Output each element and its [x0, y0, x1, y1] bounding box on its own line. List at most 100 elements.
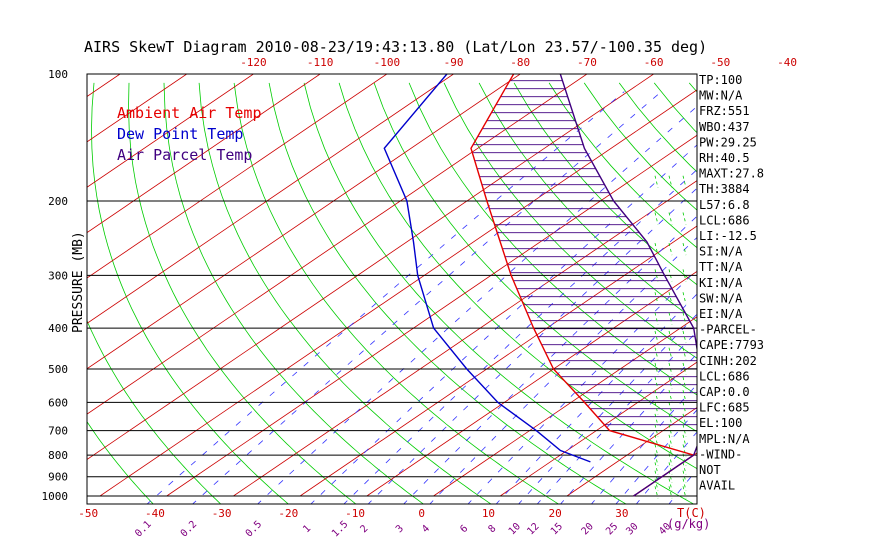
isotherm-line — [566, 407, 697, 497]
stat-item: FRZ:551 — [699, 104, 750, 118]
top-temperature-tick: -70 — [577, 56, 597, 69]
stat-item: NOT — [699, 463, 721, 477]
wind-barb-mark — [668, 292, 673, 305]
wind-barb-mark — [654, 312, 659, 325]
dry-adiabat-line — [443, 82, 697, 359]
wind-barb-mark — [668, 462, 673, 475]
dry-adiabat-line — [128, 82, 357, 504]
top-temperature-tick: -90 — [444, 56, 464, 69]
wind-barb-mark — [654, 292, 659, 305]
dry-adiabat-line — [759, 83, 870, 505]
mixing-ratio-tick: 0.2 — [179, 519, 200, 540]
dry-adiabat-line — [198, 82, 492, 504]
dry-adiabat-line — [163, 82, 425, 504]
mixing-ratio-line — [367, 187, 697, 504]
wind-barb-mark — [682, 312, 687, 325]
top-temperature-tick: -110 — [307, 56, 334, 69]
dry-adiabat-line — [87, 319, 222, 504]
isotherm-line — [87, 74, 388, 279]
mixing-ratio-line — [343, 169, 697, 504]
mixing-ratio-tick: 1 — [301, 523, 313, 535]
mixing-ratio-line — [429, 236, 697, 504]
pressure-tick-label: 300 — [48, 269, 68, 282]
stat-item: MW:N/A — [699, 89, 743, 103]
stat-item: EI:N/A — [699, 307, 743, 321]
dry-adiabat-line — [0, 83, 19, 505]
stat-item: RH:40.5 — [699, 151, 750, 165]
dry-adiabat-line — [653, 82, 697, 134]
y-axis-label: PRESSURE (MB) — [71, 231, 86, 333]
stat-item: EL:100 — [699, 416, 742, 430]
wind-barb-mark — [682, 462, 687, 475]
wind-barb-mark — [668, 243, 673, 256]
top-temperature-tick: -40 — [777, 56, 797, 69]
wind-barb-mark — [668, 453, 673, 466]
bottom-temperature-tick: 10 — [482, 507, 495, 520]
wind-barb-mark — [654, 175, 659, 188]
wind-barb-mark — [668, 478, 673, 491]
isotherm-line — [0, 74, 53, 496]
wind-barb-mark — [668, 312, 673, 325]
dry-adiabat-line — [794, 83, 870, 505]
dry-adiabat-line — [87, 421, 154, 504]
mixing-ratio-unit: (g/kg) — [667, 517, 710, 531]
wind-barb-mark — [682, 292, 687, 305]
bottom-axis-label: T(C) — [677, 506, 706, 520]
wind-barb-mark — [682, 347, 687, 360]
isotherm-line — [299, 225, 697, 497]
top-temperature-axis: -120 -110 -100 -90 -80 -70 -60 -50 -40 — [240, 56, 797, 69]
wind-barb-mark — [654, 434, 659, 447]
mixing-ratio-tick: 25 — [604, 521, 620, 537]
stat-item: CAP:0.0 — [699, 385, 750, 399]
mixing-ratio-tick: 12 — [525, 521, 541, 537]
dry-adiabat-lines — [0, 82, 870, 505]
isotherm-line — [767, 74, 870, 496]
pressure-tick-label: 600 — [48, 396, 68, 409]
wind-barb-mark — [654, 347, 659, 360]
mixing-ratio-tick: 15 — [549, 521, 565, 537]
isotherm-line — [433, 316, 697, 497]
wind-barb-mark — [682, 212, 687, 225]
dry-adiabat-line — [829, 83, 870, 505]
wind-barb-mark — [682, 444, 687, 457]
wind-barb-mark — [682, 453, 687, 466]
stat-item: LCL:686 — [699, 213, 750, 227]
legend-entry: Ambient Air Temp — [117, 104, 262, 122]
wind-barb-mark — [654, 376, 659, 390]
pressure-tick-label: 700 — [48, 425, 68, 438]
wind-barb-mark — [682, 413, 687, 426]
wind-barb-mark — [654, 402, 659, 415]
dry-adiabat-line — [91, 82, 289, 504]
isotherm-line — [87, 74, 454, 324]
wind-barb-mark — [682, 486, 687, 499]
wind-barb-mark — [668, 390, 673, 403]
dry-adiabat-line — [408, 82, 697, 396]
stat-item: SI:N/A — [699, 245, 743, 259]
legend-entry: Air Parcel Temp — [117, 146, 252, 164]
dry-adiabat-line — [373, 82, 697, 433]
mixing-ratio-tick: 20 — [580, 521, 596, 537]
mixing-ratio-tick: 2 — [358, 523, 370, 535]
wind-barb-mark — [668, 444, 673, 457]
dry-adiabat-line — [303, 82, 695, 504]
top-temperature-tick: -120 — [240, 56, 267, 69]
wind-barb-mark — [668, 376, 673, 390]
stat-item: LCL:686 — [699, 369, 750, 383]
wind-barb-mark — [654, 212, 659, 225]
mixing-ratio-tick: 4 — [420, 523, 432, 535]
bottom-temperature-tick: 30 — [615, 507, 628, 520]
bottom-temperature-axis: -50 -40 -30 -20 -10 0 10 20 30 — [78, 507, 628, 520]
stat-item: CINH:202 — [699, 354, 757, 368]
sounding-profiles — [383, 74, 697, 497]
wind-barb-mark — [668, 330, 673, 344]
wind-barb-mark — [668, 212, 673, 225]
isotherm-line — [87, 74, 521, 370]
cape-hatch — [472, 80, 697, 426]
stat-item: -WIND- — [699, 447, 742, 461]
stat-item: KI:N/A — [699, 276, 743, 290]
bottom-temperature-tick: 20 — [549, 507, 562, 520]
dry-adiabat-line — [864, 83, 870, 505]
bottom-temperature-tick: -30 — [212, 507, 232, 520]
stat-item: MPL:N/A — [699, 432, 750, 446]
